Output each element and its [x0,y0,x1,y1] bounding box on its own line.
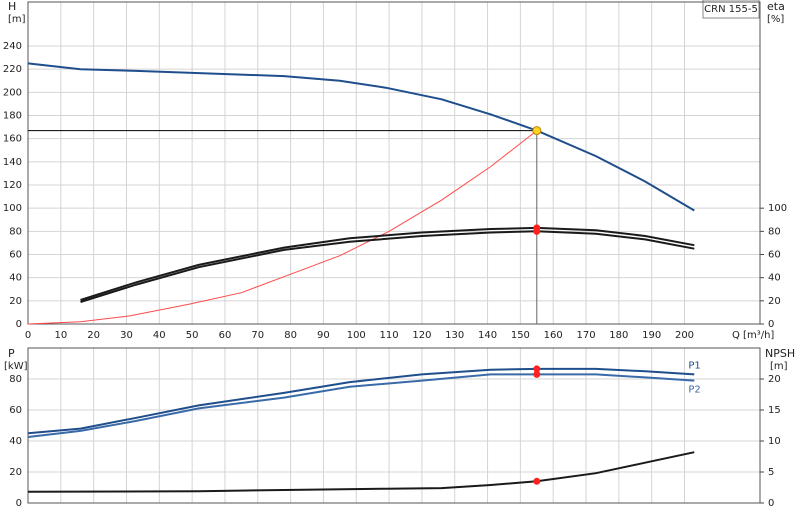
series-line [80,226,695,301]
y2-tick-label: 60 [768,250,781,261]
x-tick-label: 120 [412,330,431,341]
y-tick-label: 220 [3,64,22,75]
duty-point [533,370,541,378]
y2-axis-label: NPSH [765,347,795,360]
plot-frame [27,347,761,504]
x-tick-label: 50 [186,330,199,341]
y2-axis-label: eta [767,0,785,13]
y-axis-label: P [8,347,15,360]
duty-point [533,227,541,235]
y2-axis-unit: [m] [770,361,788,372]
duty-point [533,365,541,373]
y-tick-label: 180 [3,111,22,122]
y-axis-unit: [kW] [4,361,28,372]
y-axis-unit: [m] [8,14,26,25]
x-tick-label: 110 [380,330,399,341]
y-tick-label: 40 [9,436,22,447]
y-tick-label: 240 [3,41,22,52]
y-tick-label: 40 [9,273,22,284]
model-label: CRN 155-5 [704,4,758,15]
plot-frame [27,1,761,325]
y-tick-label: 120 [3,180,22,191]
y2-tick-label: 15 [768,405,781,416]
x-tick-label: 150 [511,330,530,341]
x-tick-label: 40 [153,330,166,341]
y2-tick-label: 20 [768,374,781,385]
y2-tick-label: 0 [768,498,774,509]
y2-tick-label: 5 [768,467,774,478]
y-tick-label: 160 [3,134,22,145]
series-line [27,451,695,493]
y-tick-label: 100 [3,203,22,214]
duty-point [533,477,541,485]
y-tick-label: 80 [9,226,22,237]
x-tick-label: 170 [576,330,595,341]
y-tick-label: 0 [16,498,22,509]
x-tick-label: 80 [284,330,297,341]
series-label: P2 [688,385,700,396]
y2-tick-label: 0 [768,319,774,330]
model-box [702,0,760,19]
y-tick-label: 20 [9,467,22,478]
x-tick-label: 70 [251,330,264,341]
y2-tick-label: 80 [768,226,781,237]
y2-tick-label: 40 [768,273,781,284]
x-tick-label: 60 [219,330,232,341]
x-tick-label: 140 [478,330,497,341]
x-tick-label: 10 [54,330,67,341]
y-tick-label: 140 [3,157,22,168]
series-line [27,367,695,435]
y-tick-label: 20 [9,296,22,307]
x-tick-label: 90 [317,330,330,341]
y2-tick-label: 20 [768,296,781,307]
x-tick-label: 190 [642,330,661,341]
x-tick-label: 160 [544,330,563,341]
series-line [27,373,695,438]
x-tick-label: 100 [347,330,366,341]
x-tick-label: 30 [120,330,133,341]
y2-tick-label: 10 [768,436,781,447]
y-tick-label: 0 [16,319,22,330]
y-axis-label: H [8,0,16,13]
series-label: P1 [688,360,700,371]
series-line [27,130,538,325]
operating-point [532,126,542,136]
x-tick-label: 0 [25,330,31,341]
x-axis-label: Q [m³/h] [732,330,774,341]
y-tick-label: 80 [9,374,22,385]
series-line [80,230,695,303]
y-tick-label: 60 [9,250,22,261]
y-tick-label: 60 [9,405,22,416]
y2-tick-label: 100 [768,203,787,214]
series-line [27,62,695,212]
x-tick-label: 200 [675,330,694,341]
y-tick-label: 200 [3,87,22,98]
x-tick-label: 20 [87,330,100,341]
y2-axis-unit: [%] [767,14,784,25]
x-tick-label: 130 [445,330,464,341]
x-tick-label: 180 [609,330,628,341]
